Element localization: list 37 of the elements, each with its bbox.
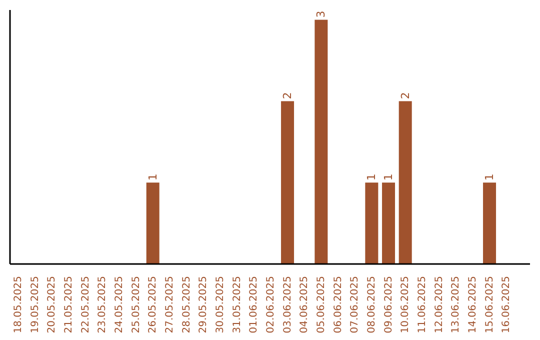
data-label: 1	[382, 174, 396, 181]
x-tick-label: 13.06.2025	[450, 276, 462, 334]
data-label: 2	[281, 92, 294, 100]
data-label: 3	[314, 10, 328, 18]
x-tick-label: 25.05.2025	[130, 276, 142, 334]
x-tick-label: 30.05.2025	[214, 276, 226, 334]
x-tick-label: 19.05.2025	[30, 276, 41, 334]
x-tick-label: 21.05.2025	[63, 276, 74, 334]
x-tick-label: 11.06.2025	[416, 276, 428, 334]
x-tick-label: 01.06.2025	[248, 276, 260, 334]
x-tick-label: 29.05.2025	[198, 276, 210, 334]
x-tick-label: 22.05.2025	[80, 276, 92, 334]
data-label: 2	[398, 92, 412, 100]
x-tick-label: 02.06.2025	[265, 276, 276, 334]
data-label: 1	[146, 174, 160, 181]
x-tick-label: 26.05.2025	[148, 276, 159, 334]
x-tick-label: 16.06.2025	[501, 276, 512, 334]
x-tick-label: 04.06.2025	[299, 276, 310, 334]
x-tick-label: 10.06.2025	[400, 276, 412, 334]
x-tick-label: 12.06.2025	[434, 276, 445, 334]
x-tick-label: 09.06.2025	[383, 276, 394, 334]
data-label: 1	[365, 174, 378, 181]
x-tick-label: 31.05.2025	[232, 276, 243, 334]
x-tick-label: 15.06.2025	[484, 276, 496, 334]
x-tick-label: 05.06.2025	[316, 276, 327, 334]
x-tick-label: 18.05.2025	[12, 276, 24, 334]
x-tick-label: 03.06.2025	[282, 276, 294, 334]
x-tick-label: 14.06.2025	[467, 276, 478, 334]
x-tick-label: 20.05.2025	[46, 276, 58, 334]
x-tick-label: 06.06.2025	[332, 276, 344, 334]
data-label: 1	[483, 174, 496, 181]
x-tick-label: 27.05.2025	[164, 276, 176, 334]
x-tick-label: 28.05.2025	[181, 276, 192, 334]
x-tick-label: 24.05.2025	[114, 276, 125, 334]
x-tick-label: 07.06.2025	[350, 276, 361, 334]
x-tick-label: 08.06.2025	[366, 276, 378, 334]
x-tick-label: 23.05.2025	[97, 276, 108, 334]
